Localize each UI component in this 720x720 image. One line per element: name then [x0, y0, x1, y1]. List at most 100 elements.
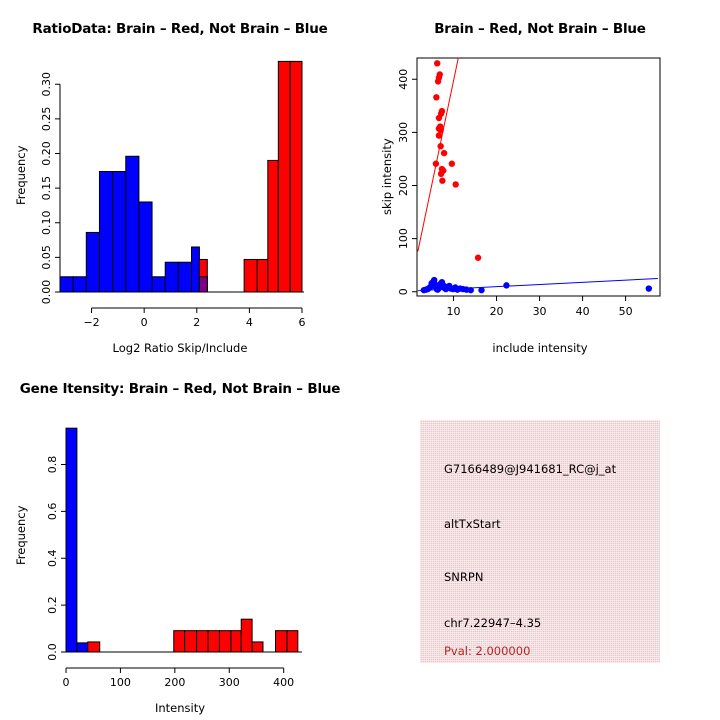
- histogram-bar: [207, 630, 220, 653]
- histogram-bar: [184, 630, 198, 653]
- y-tick-label: 0.4: [46, 550, 59, 568]
- pval-text: Pval: 2.000000: [444, 644, 531, 658]
- scatter-point: [503, 282, 510, 289]
- x-tick-label: 50: [619, 305, 633, 318]
- scatter-point: [478, 286, 485, 294]
- histogram-bar: [125, 155, 140, 293]
- y-tick-label: 0.2: [46, 596, 59, 614]
- scatter-point: [437, 127, 444, 134]
- y-tick-label: 0.15: [40, 176, 53, 201]
- y-tick-label: 0: [397, 288, 410, 295]
- histogram-bar: [289, 60, 303, 293]
- probe-id-text: G7166489@J941681_RC@j_at: [444, 462, 617, 476]
- y-tick-label: 0.25: [40, 107, 53, 131]
- x-tick-label: 200: [164, 676, 185, 689]
- y-tick-label: 400: [397, 69, 410, 90]
- gene-histogram-canvas: 0.0 0.2 0.4 0.6 0.8 0 100 200 300 400: [46, 427, 302, 689]
- histogram-bar: [151, 276, 166, 293]
- scatter-canvas: 0 100 200 300 400 10 20 30 40 50: [397, 57, 661, 318]
- y-tick-label: 0.8: [46, 456, 59, 474]
- x-tick-label: 300: [219, 676, 240, 689]
- y-tick-label: 100: [397, 228, 410, 249]
- scatter-point: [474, 254, 482, 261]
- histogram-bar: [191, 246, 200, 293]
- y-tick-label: 0.20: [40, 141, 53, 166]
- histogram-bar: [277, 60, 291, 293]
- ratio-histogram-y-axis-label: Frequency: [14, 145, 28, 205]
- x-tick-label: 20: [490, 305, 504, 318]
- y-tick-label: 0.10: [40, 210, 53, 235]
- histogram-bar: [85, 231, 100, 293]
- locus-text: chr7.22947–4.35: [444, 616, 542, 630]
- fit-line-brain-fit: [417, 58, 459, 252]
- scatter-point: [435, 132, 443, 139]
- gene-histogram-y-axis-label: Frequency: [14, 505, 28, 565]
- x-tick-label: 2: [193, 316, 200, 329]
- histogram-bar: [164, 261, 179, 293]
- x-tick-label: 400: [273, 676, 294, 689]
- histogram-bar: [256, 258, 269, 293]
- x-tick-label: 100: [110, 676, 131, 689]
- gene-symbol-text: SNRPN: [444, 570, 484, 584]
- histogram-bar: [138, 201, 153, 293]
- y-tick-label: 200: [397, 175, 410, 196]
- y-tick-label: 0.30: [40, 72, 53, 97]
- ratio-histogram-title: RatioData: Brain – Red, Not Brain – Blue: [32, 21, 328, 37]
- y-tick-label: 0.05: [40, 245, 53, 270]
- histogram-bar: [87, 641, 101, 653]
- histogram-bar: [177, 261, 193, 293]
- annotation-box: G7166489@J941681_RC@j_at altTxStart SNRP…: [420, 420, 660, 663]
- scatter-point: [432, 160, 440, 167]
- histogram-bar: [251, 641, 264, 653]
- scatter-point: [435, 114, 443, 122]
- histogram-bar: [286, 630, 299, 653]
- histogram-bar: [59, 276, 74, 293]
- histogram-bar: [243, 258, 258, 293]
- event-type-text: altTxStart: [444, 517, 501, 531]
- ratio-histogram-canvas: 0.00 0.05 0.10 0.15 0.20 0.25 0.30 −2 0 2 4 6: [40, 60, 306, 329]
- histogram-bar: [275, 630, 288, 653]
- scatter-point: [452, 181, 459, 188]
- ratio-histogram-panel: RatioData: Brain – Red, Not Brain – Blue…: [0, 0, 360, 360]
- x-tick-label: −2: [83, 316, 99, 329]
- y-tick-label: 0.6: [46, 503, 59, 521]
- x-tick-label: 0: [141, 316, 148, 329]
- plot-frame: [416, 57, 661, 297]
- scatter-title: Brain – Red, Not Brain – Blue: [434, 21, 646, 37]
- scatter-point: [437, 142, 444, 150]
- x-tick-label: 30: [533, 305, 547, 318]
- scatter-point: [439, 177, 446, 184]
- histogram-bar: [173, 630, 186, 653]
- scatter-point: [440, 149, 448, 157]
- y-tick-label: 0.00: [40, 280, 53, 305]
- histogram-bar: [218, 630, 232, 653]
- histogram-bar: [267, 159, 279, 293]
- scatter-y-axis-label: skip intensity: [380, 138, 394, 215]
- ratio-histogram-x-axis-label: Log2 Ratio Skip/Include: [112, 341, 248, 355]
- scatter-content: [417, 58, 658, 294]
- histogram-bar: [230, 630, 242, 653]
- intensity-scatter-panel: Brain – Red, Not Brain – Blue skip inten…: [360, 0, 720, 360]
- gene-histogram-title: Gene Itensity: Brain – Red, Not Brain – …: [19, 381, 341, 397]
- histogram-bar: [72, 276, 87, 293]
- annotation-panel: G7166489@J941681_RC@j_at altTxStart SNRP…: [360, 360, 720, 720]
- scatter-point: [437, 170, 445, 178]
- scatter-point: [434, 60, 441, 67]
- histogram-bar: [196, 630, 209, 653]
- scatter-point: [448, 160, 456, 167]
- y-tick-label: 300: [397, 122, 410, 143]
- histogram-bar: [76, 642, 89, 653]
- x-tick-label: 10: [447, 305, 461, 318]
- x-tick-label: 40: [576, 305, 590, 318]
- x-tick-label: 0: [63, 676, 70, 689]
- x-tick-label: 6: [299, 316, 306, 329]
- gene-intensity-histogram-panel: Gene Itensity: Brain – Red, Not Brain – …: [0, 360, 360, 720]
- x-tick-label: 4: [246, 316, 253, 329]
- scatter-point: [467, 286, 474, 294]
- histogram-bar: [240, 618, 253, 653]
- histogram-bar-overlap: [198, 276, 208, 293]
- scatter-point: [434, 78, 442, 85]
- y-tick-label: 0.0: [46, 643, 59, 661]
- gene-histogram-x-axis-label: Intensity: [154, 701, 206, 715]
- scatter-x-axis-label: include intensity: [492, 341, 588, 355]
